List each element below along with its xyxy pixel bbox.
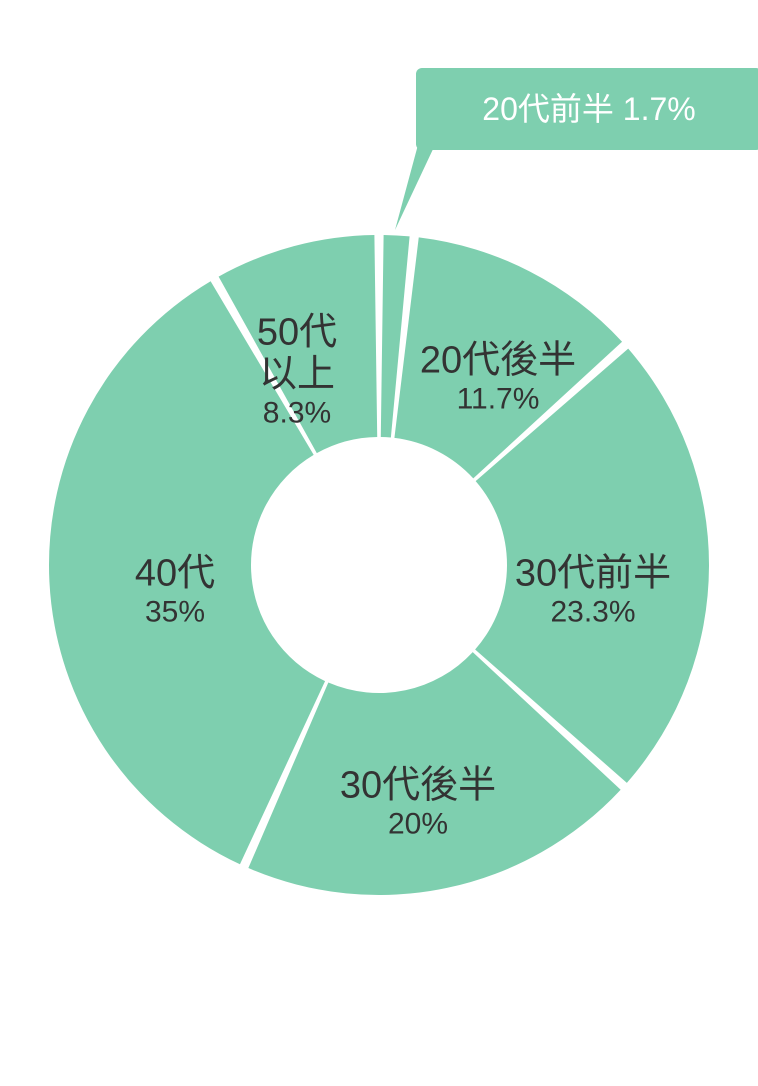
slice-category: 以上 — [257, 355, 337, 397]
slice-label: 30代後半20% — [340, 766, 496, 841]
slice-category: 20代後半 — [420, 341, 576, 383]
slice-category: 40代 — [135, 554, 215, 596]
callout-box: 20代前半 1.7% — [416, 68, 758, 150]
slice-label: 30代前半23.3% — [515, 554, 671, 629]
slice-label: 40代35% — [135, 554, 215, 629]
slice-percent: 20% — [340, 807, 496, 840]
chart-container: 20代前半 1.7% 20代後半11.7% 30代前半23.3% 30代後半20% 4… — [0, 0, 758, 1086]
slice-category: 30代前半 — [515, 554, 671, 596]
slice-category: 50代 — [257, 313, 337, 355]
slice-label: 20代後半11.7% — [420, 341, 576, 416]
slice-percent: 23.3% — [515, 595, 671, 628]
callout-text: 20代前半 1.7% — [482, 93, 695, 125]
slice-percent: 35% — [135, 595, 215, 628]
slice-percent: 11.7% — [420, 382, 576, 415]
slice-percent: 8.3% — [257, 396, 337, 429]
slice-label: 50代以上8.3% — [257, 313, 337, 430]
slice-category: 30代後半 — [340, 766, 496, 808]
donut-chart — [0, 0, 758, 1086]
